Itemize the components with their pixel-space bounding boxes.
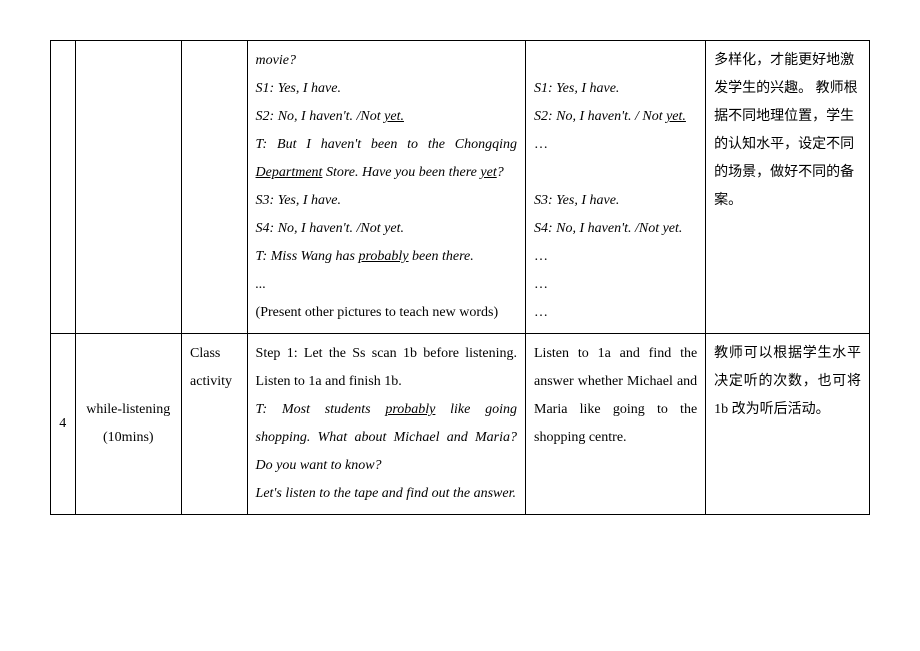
student-line: S1: Yes, I have. [534,75,697,103]
cell-stage: while-listening (10mins) [75,334,181,515]
cell-teacher: movie? S1: Yes, I have. S2: No, I haven'… [247,41,525,334]
table-row: 4 while-listening (10mins) Class activit… [51,334,870,515]
activity-line: activity [190,368,239,396]
table-row: movie? S1: Yes, I have. S2: No, I haven'… [51,41,870,334]
cell-teacher: Step 1: Let the Ss scan 1b before listen… [247,334,525,515]
activity-line: Class [190,340,239,368]
cell-note: 多样化，才能更好地激发学生的兴趣。 教师根据不同地理位置，学生的认知水平，设定不… [706,41,870,334]
cell-stage [75,41,181,334]
teacher-line: Step 1: Let the Ss scan 1b before listen… [256,340,517,396]
stage-name: while-listening [84,396,173,424]
cell-student: S1: Yes, I have. S2: No, I haven't. / No… [526,41,706,334]
cell-note: 教师可以根据学生水平决定听的次数，也可将 1b 改为听后活动。 [706,334,870,515]
teacher-line: T: Most students probably like going sho… [256,396,517,480]
student-line: … [534,243,697,271]
student-line [534,159,697,187]
student-line: Listen to 1a and find the answer whether… [534,340,697,452]
student-line: S4: No, I haven't. /Not yet. [534,215,697,243]
lesson-plan-table: movie? S1: Yes, I have. S2: No, I haven'… [50,40,870,515]
teacher-line: S1: Yes, I have. [256,75,517,103]
cell-activity: Class activity [182,334,248,515]
teacher-line: ... [256,271,517,299]
teacher-line: Let's listen to the tape and find out th… [256,480,517,508]
teacher-line: movie? [256,47,517,75]
student-line: … [534,271,697,299]
note-line: 教师可以根据学生水平决定听的次数，也可将 1b 改为听后活动。 [714,346,861,417]
student-line: S3: Yes, I have. [534,187,697,215]
teacher-line: S3: Yes, I have. [256,187,517,215]
teacher-line: T: But I haven't been to the Chongqing D… [256,131,517,187]
cell-num: 4 [51,334,76,515]
student-line: … [534,131,697,159]
teacher-line: T: Miss Wang has probably been there. [256,243,517,271]
cell-student: Listen to 1a and find the answer whether… [526,334,706,515]
note-line: 教师根据不同地理位置，学生的认知水平，设定不同的场景，做好不同的备案。 [714,81,858,208]
teacher-line: S2: No, I haven't. /Not yet. [256,103,517,131]
teacher-line: S4: No, I haven't. /Not yet. [256,215,517,243]
student-line: … [534,299,697,327]
cell-num [51,41,76,334]
cell-activity [182,41,248,334]
student-line [534,47,697,75]
teacher-line: (Present other pictures to teach new wor… [256,299,517,327]
stage-time: (10mins) [84,424,173,452]
student-line: S2: No, I haven't. / Not yet. [534,103,697,131]
